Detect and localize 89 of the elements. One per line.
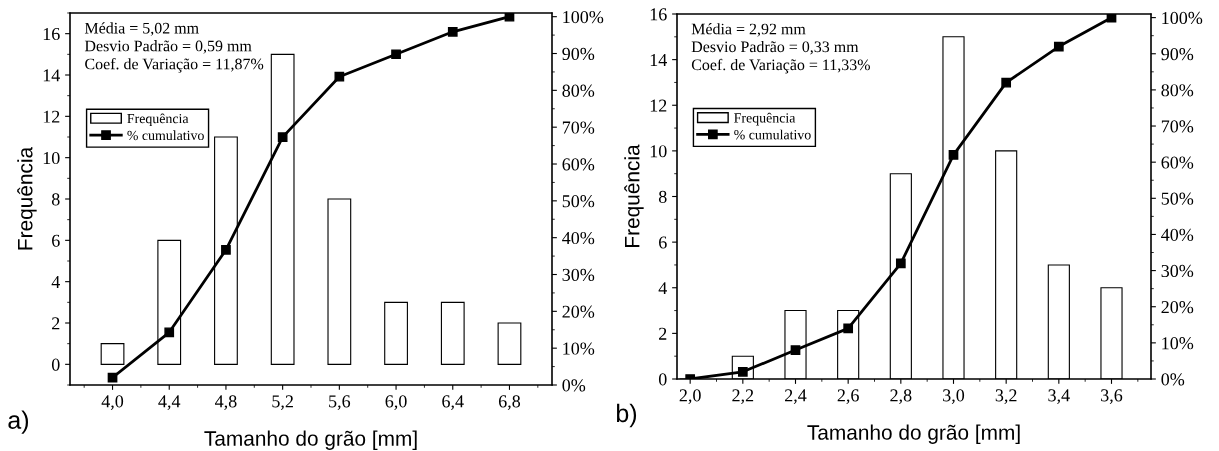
y2-tick-label: 60% (562, 158, 595, 171)
y2-tick-label: 90% (562, 47, 595, 61)
x-axis-title: Tamanho do grão [mm] (204, 430, 417, 450)
x-tick-label: 2,4 (785, 389, 807, 405)
bar (270, 53, 295, 365)
point (277, 132, 288, 142)
y2-tick-label: 20% (1161, 300, 1194, 314)
y2-tick-label: 60% (1161, 156, 1194, 169)
y-tick-label: 14 (650, 53, 667, 66)
point (948, 150, 959, 160)
x-axis-title: Tamanho do grão [mm] (807, 424, 1020, 444)
y2-tick-label: 50% (562, 195, 595, 208)
y2-tick-label: 20% (562, 305, 595, 318)
y-tick-label: 8 (658, 190, 667, 203)
y-tick-label: 4 (658, 282, 667, 295)
y-axis-title: Frequência (17, 146, 37, 250)
y2-tick-label: 10% (1162, 337, 1194, 350)
y2-tick-label: 50% (1161, 192, 1194, 205)
point (1001, 77, 1012, 88)
text: b) (616, 403, 637, 428)
legend-label: Frequência (127, 113, 189, 127)
y2-tick-label: 10% (563, 342, 595, 355)
y2-tick-label: 70% (562, 121, 595, 134)
y-tick-label: 16 (43, 27, 60, 41)
x-tick-label: 6,0 (385, 395, 407, 411)
x-tick-label: 3,0 (943, 389, 965, 405)
x-tick-label: 6,4 (442, 395, 464, 411)
x-tick-label: 4,0 (101, 395, 124, 411)
point (391, 49, 401, 60)
y2-tick-label: 70% (1161, 120, 1194, 133)
bar (214, 136, 238, 365)
x-tick-label: 4,8 (215, 395, 237, 411)
point (790, 345, 801, 355)
y2-tick-label: 90% (1161, 48, 1194, 61)
bar (157, 239, 182, 365)
y-tick-label: 6 (52, 234, 60, 247)
y-tick-label: 10 (650, 145, 667, 158)
text: a) (8, 410, 29, 434)
point (504, 13, 515, 22)
point (843, 323, 854, 334)
point (895, 258, 906, 269)
x-tick-label: 5,6 (329, 395, 351, 411)
y-axis-title: Frequência (624, 144, 644, 247)
bar (327, 198, 352, 365)
y-tick-label: 12 (43, 110, 60, 123)
x-tick-label: 5,2 (272, 395, 293, 411)
legend-label: Frequência (734, 112, 796, 126)
legend-label: % cumulativo (734, 129, 811, 140)
point (164, 327, 175, 338)
y-tick-label: 2 (52, 317, 60, 330)
point (334, 71, 345, 82)
y-tick-label: 8 (51, 193, 60, 206)
y2-tick-label: 40% (562, 231, 595, 245)
y-tick-label: 2 (659, 327, 667, 340)
bar (384, 301, 408, 365)
legend-label: % cumulativo (127, 130, 204, 141)
x-tick-label: 2,2 (732, 389, 754, 405)
y2-tick-label: 80% (562, 84, 595, 97)
point (221, 244, 231, 255)
x-tick-label: 3,4 (1048, 389, 1070, 405)
x-tick-label: 6,8 (498, 395, 521, 411)
y2-tick-label: 0% (562, 379, 586, 392)
y-tick-label: 0 (658, 373, 667, 386)
y2-tick-label: 0% (1161, 373, 1185, 386)
point (1053, 41, 1064, 52)
bar (497, 322, 522, 365)
y2-tick-label: 40% (1161, 228, 1194, 241)
annotation: Média = 5,02 mm Desvio Padrão = 0,59 mm Coef. de Variação = 11,87% (84, 22, 264, 73)
x-tick-label: 3,2 (995, 389, 1017, 405)
x-tick-label: 2,8 (890, 389, 912, 405)
y-tick-label: 10 (43, 151, 60, 165)
y2-tick-label: 30% (1161, 264, 1194, 278)
point (447, 26, 458, 37)
y2-tick-label: 100% (1162, 11, 1203, 25)
y-tick-label: 0 (51, 358, 60, 371)
x-tick-label: 4,4 (158, 395, 181, 411)
y-tick-label: 6 (659, 236, 667, 249)
x-tick-label: 2,0 (679, 389, 701, 405)
y2-tick-label: 80% (1161, 84, 1194, 97)
y-tick-label: 4 (51, 276, 60, 288)
x-tick-label: 2,6 (837, 389, 859, 405)
y-tick-label: 12 (650, 99, 667, 112)
y-tick-label: 14 (43, 69, 60, 82)
y2-tick-label: 100% (563, 10, 604, 24)
bar (440, 301, 465, 365)
y-tick-label: 16 (650, 8, 667, 21)
annotation: Média = 2,92 mm Desvio Padrão = 0,33 mm Coef. de Variação = 11,33% (691, 23, 870, 74)
x-tick-label: 3,6 (1101, 389, 1123, 405)
y2-tick-label: 30% (562, 268, 595, 282)
